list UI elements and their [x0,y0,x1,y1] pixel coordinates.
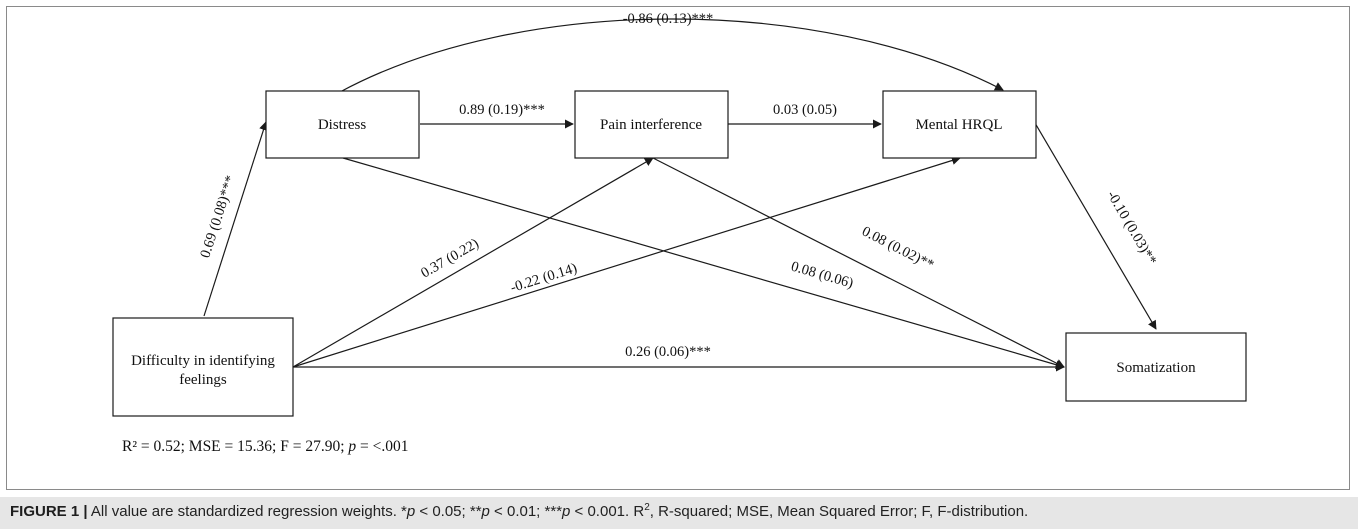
edge-distress-to-mental [339,18,1004,93]
node-box-distress [265,90,420,159]
caption-text-1: All value are standardized regression we… [87,503,407,520]
node-label-pain-interference: Pain interference [600,117,702,133]
node-label-mental-hrql: Mental HRQL [915,117,1002,133]
caption-p-1: p [406,503,416,520]
path-diagram: Distress Pain interference Mental HRQL D… [112,11,1247,417]
node-box-mental-hrql [882,90,1037,159]
model-fit-statistics: R² = 0.52; MSE = 15.36; F = 27.90; p = <… [122,438,408,456]
label-pain-to-mental: 0.03 (0.05) [773,102,837,118]
edge-distress-to-somatization [342,157,1065,370]
label-difficulty-to-somatization: 0.26 (0.06)*** [625,344,711,360]
figure-caption: FIGURE 1 | All value are standardized re… [10,502,1029,521]
caption-text-4: < 0.001. R [570,503,645,520]
label-difficulty-to-distress: 0.69 (0.08)*** [197,173,239,260]
node-label-somatization: Somatization [1116,360,1196,376]
label-difficulty-to-mental: -0.22 (0.14) [509,260,580,296]
edge-mental-to-somatization [1034,122,1157,330]
node-label-difficulty-line1: Difficulty in identifying [131,353,275,369]
stats-p-value: = <.001 [356,438,409,455]
stats-r2-text: R² = 0.52; MSE = 15.36; F = 27.90; [122,438,349,455]
label-difficulty-to-pain: 0.37 (0.22) [418,236,482,282]
caption-superscript: 2 [644,502,650,513]
stats-p-symbol: p [348,438,357,455]
caption-bar: FIGURE 1 | All value are standardized re… [0,497,1358,529]
node-label-difficulty-line2: feelings [179,372,227,388]
edge-pain-to-somatization [652,157,1065,368]
caption-figure-label: FIGURE 1 | [10,503,88,520]
node-box-pain-interference [574,90,729,159]
node-box-difficulty [112,317,294,417]
caption-text-5: , R-squared; MSE, Mean Squared Error; F,… [649,503,1029,520]
caption-text-3: < 0.01; *** [489,503,563,520]
label-pain-to-somatization: 0.08 (0.02)** [859,223,936,273]
label-distress-to-somatization: 0.08 (0.06) [789,259,855,292]
label-distress-to-pain: 0.89 (0.19)*** [459,102,545,118]
node-box-somatization [1065,332,1247,402]
caption-p-2: p [481,503,490,520]
node-label-distress: Distress [318,117,366,133]
label-distress-to-mental: -0.86 (0.13)*** [623,11,714,27]
label-mental-to-somatization: -0.10 (0.03)** [1103,188,1159,268]
caption-p-3: p [562,503,571,520]
edge-difficulty-to-distress [203,121,268,317]
edge-difficulty-to-pain [292,157,654,368]
edge-difficulty-to-mental [292,156,961,368]
caption-text-2: < 0.05; ** [415,503,482,520]
